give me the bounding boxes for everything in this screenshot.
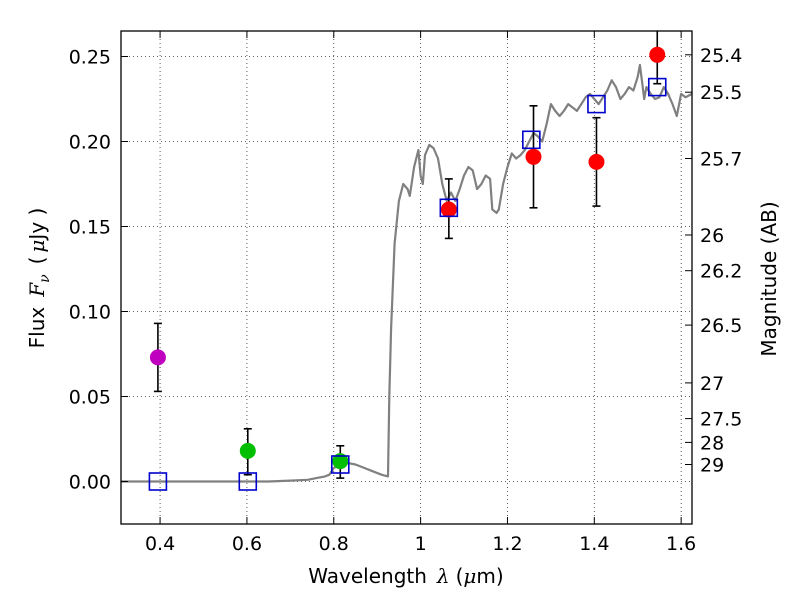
x-tick-label: 1.2 <box>492 533 522 555</box>
y-tick-label: 0.15 <box>69 217 111 239</box>
x-tick-label: 1.6 <box>666 533 696 555</box>
model-point <box>148 472 168 491</box>
magnitude-tick-label: 29 <box>700 455 724 477</box>
x-axis-label: Wavelength λ (μm) <box>308 564 503 588</box>
magnitude-axis-label: Magnitude (AB) <box>757 201 781 356</box>
model-points-group <box>148 77 667 491</box>
model-point <box>439 198 459 218</box>
plot-frame <box>120 30 693 525</box>
y-tick-label: 0.10 <box>69 302 111 324</box>
magnitude-tick-label: 27.5 <box>700 409 742 431</box>
magnitude-tick-label: 27 <box>700 373 724 395</box>
data-point <box>149 349 166 366</box>
sed-curve-group <box>121 63 692 483</box>
data-point <box>588 153 605 170</box>
data-point <box>649 46 666 63</box>
magnitude-tick-label: 26.5 <box>700 315 742 337</box>
data-point <box>239 442 256 459</box>
x-tick-label: 0.4 <box>145 533 175 555</box>
model-point <box>238 472 258 491</box>
model-point <box>587 94 606 114</box>
data-point <box>332 453 349 470</box>
model-point <box>330 455 350 474</box>
y-axis-label: FluxFν(μJy ) <box>25 208 53 349</box>
data-point <box>525 148 542 165</box>
magnitude-tick-label: 26 <box>700 225 724 247</box>
y-axis: 0.00 0.05 0.10 0.15 0.20 0.25 <box>69 47 128 494</box>
magnitude-tick-label: 28 <box>700 432 724 454</box>
y-tick-label: 0.25 <box>69 47 111 69</box>
model-point <box>522 130 541 150</box>
y-tick-label: 0.05 <box>69 387 111 409</box>
sed-curve <box>121 63 692 483</box>
data-points-group <box>149 46 666 470</box>
magnitude-tick-label: 26.2 <box>700 261 742 283</box>
model-point <box>647 77 667 97</box>
magnitude-tick-label: 25.5 <box>700 82 742 104</box>
x-tick-label: 0.8 <box>319 533 349 555</box>
y-tick-label: 0.20 <box>69 132 111 154</box>
x-axis: 0.4 0.6 0.8 1 1.2 1.4 1.6 <box>145 31 696 555</box>
magnitude-tick-label: 25.7 <box>700 149 742 171</box>
x-tick-label: 1 <box>415 533 427 555</box>
data-point <box>440 201 457 218</box>
y-tick-label: 0.00 <box>69 472 111 494</box>
x-tick-label: 0.6 <box>232 533 262 555</box>
magnitude-tick-label: 25.4 <box>700 45 742 67</box>
x-tick-label: 1.4 <box>579 533 609 555</box>
